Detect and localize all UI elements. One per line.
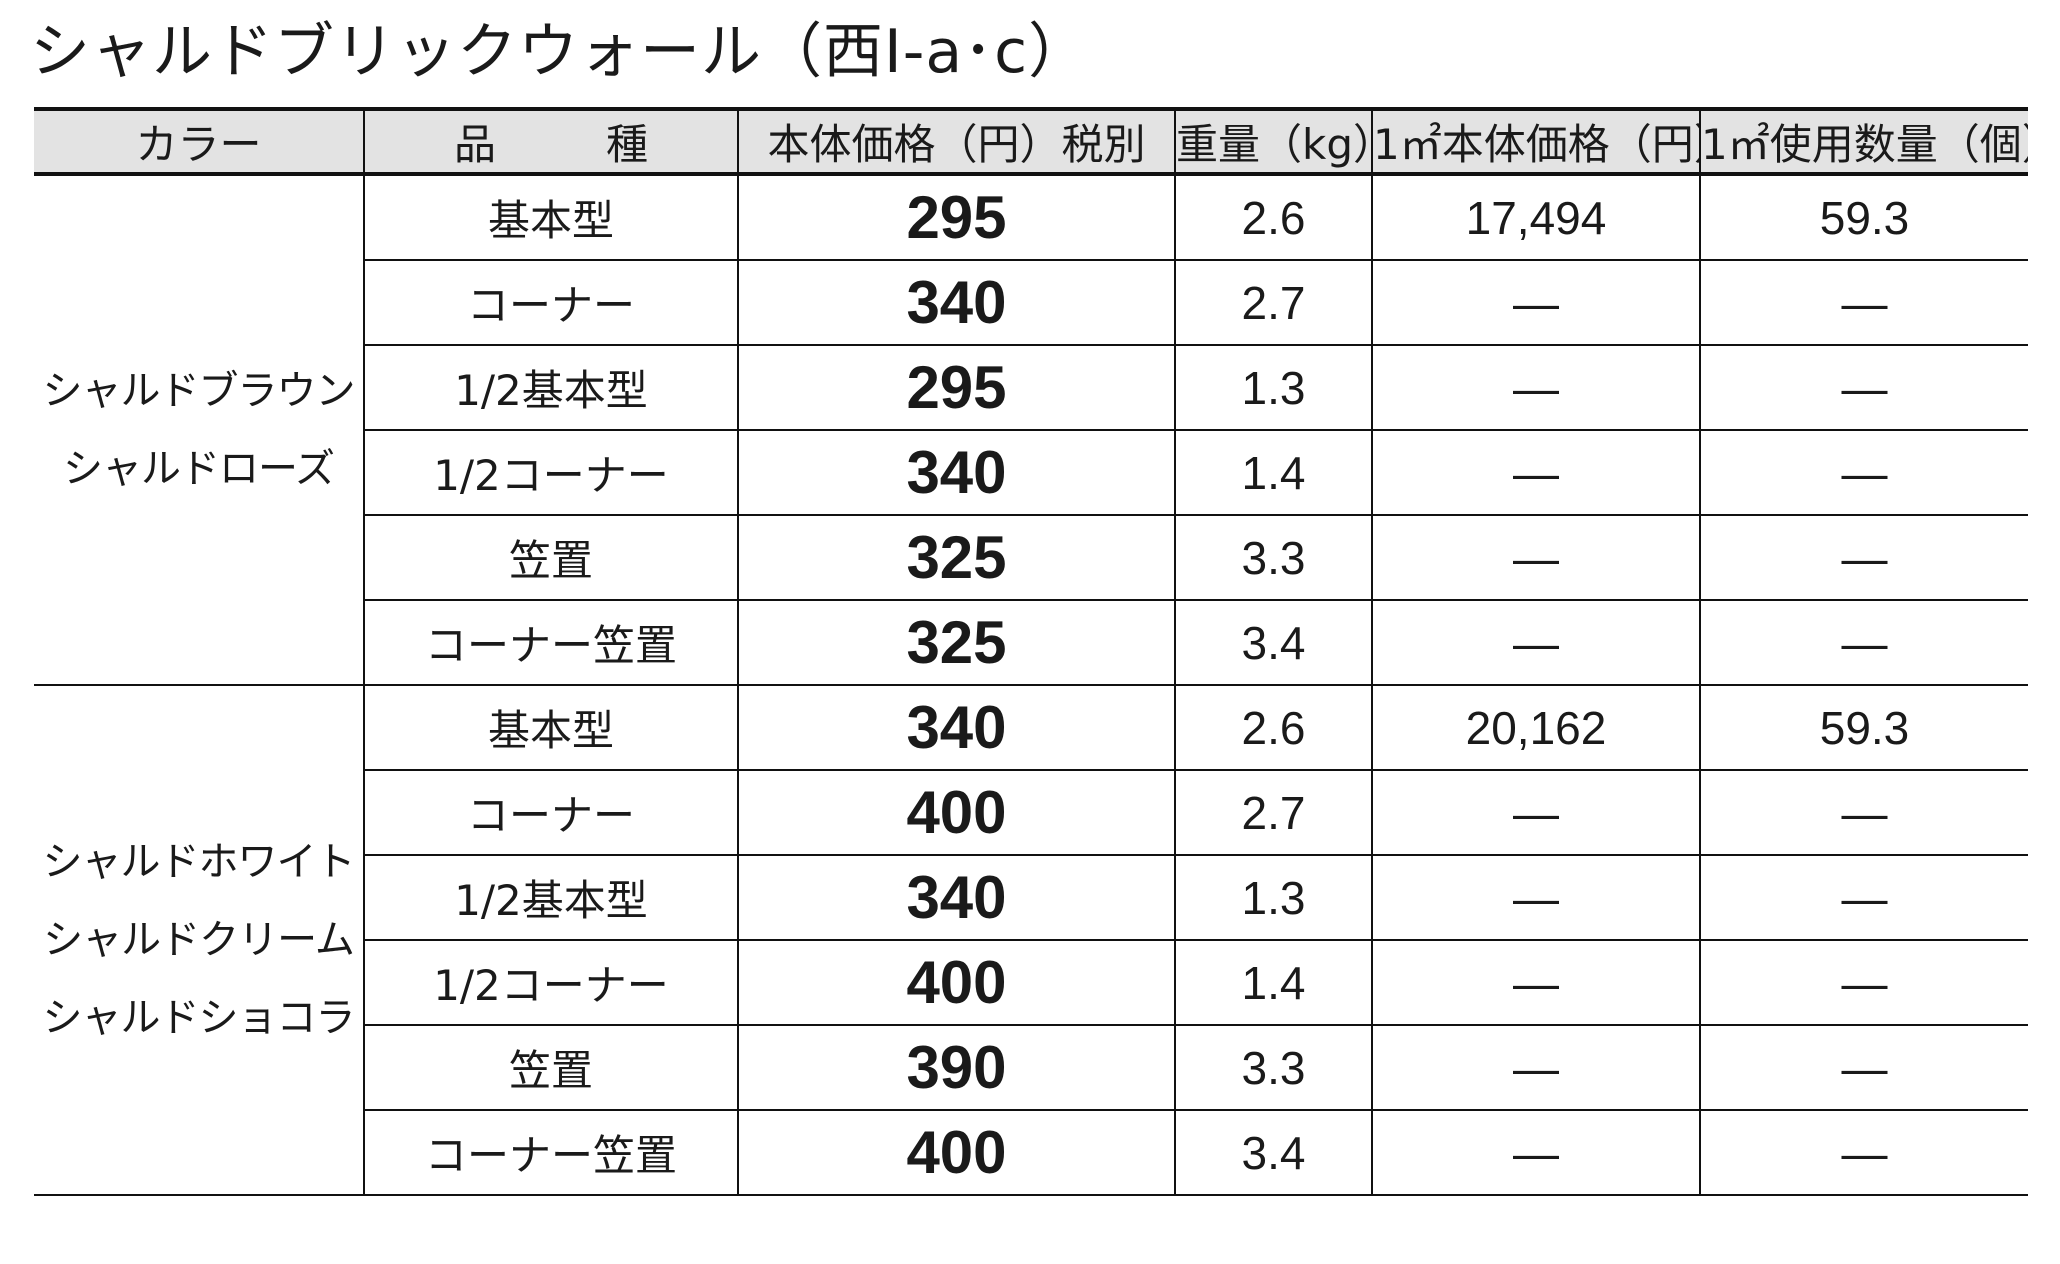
m2-qty-value: — — [1699, 345, 2028, 431]
weight-value: 3.4 — [1174, 1110, 1372, 1196]
m2-price-value: — — [1371, 1110, 1700, 1196]
m2-qty-value: 59.3 — [1699, 685, 2028, 771]
weight-value: 1.4 — [1174, 430, 1372, 516]
product-kind: コーナー — [363, 770, 738, 856]
table-header-row: カラー 品種 本体価格（円）税別 重量（kg） 1㎡本体価格（円） 1㎡使用数量… — [34, 107, 2028, 176]
weight-value: 2.7 — [1174, 770, 1372, 856]
weight-value: 1.3 — [1174, 345, 1372, 431]
table-row: 1/2基本型 340 1.3— — — [34, 855, 2028, 941]
m2-qty-value: — — [1699, 260, 2028, 346]
m2-qty-value: — — [1699, 430, 2028, 516]
unit-price: 295 — [737, 345, 1175, 431]
table-row: コーナー笠置 400 3.4— — — [34, 1110, 2028, 1196]
m2-price-value: — — [1371, 345, 1700, 431]
weight-value: 2.7 — [1174, 260, 1372, 346]
header-m2-price: 1㎡本体価格（円） — [1371, 107, 1700, 176]
weight-value: 3.3 — [1174, 1025, 1372, 1111]
color-name: シャルドブラウン — [42, 368, 356, 414]
product-kind: 1/2コーナー — [363, 430, 738, 516]
header-weight: 重量（kg） — [1174, 107, 1372, 176]
m2-price-value: — — [1371, 430, 1700, 516]
m2-price-value: — — [1371, 940, 1700, 1026]
product-kind: 基本型 — [363, 174, 738, 261]
table-row: 笠置 390 3.3— — — [34, 1025, 2028, 1111]
table-row: コーナー笠置 325 3.4— — — [34, 600, 2028, 686]
m2-price-value: 17,494 — [1371, 174, 1700, 261]
m2-qty-value: — — [1699, 855, 2028, 941]
header-kind-a: 品 — [453, 120, 496, 169]
price-table: カラー 品種 本体価格（円）税別 重量（kg） 1㎡本体価格（円） 1㎡使用数量… — [34, 107, 2028, 1196]
weight-value: 1.3 — [1174, 855, 1372, 941]
header-kind-b: 種 — [606, 120, 649, 169]
table-row: 笠置 325 3.3— — — [34, 515, 2028, 601]
m2-qty-value: — — [1699, 600, 2028, 686]
table-row: コーナー 340 2.7— — — [34, 260, 2028, 346]
header-m2-qty: 1㎡使用数量（個） — [1699, 107, 2028, 176]
unit-price: 295 — [737, 174, 1175, 261]
product-kind: コーナー — [363, 260, 738, 346]
header-color: カラー — [34, 107, 364, 176]
unit-price: 400 — [737, 1110, 1175, 1196]
color-group-cell: シャルドブラウン シャルドローズ — [34, 174, 364, 686]
m2-price-value: — — [1371, 770, 1700, 856]
m2-qty-value: — — [1699, 940, 2028, 1026]
m2-price-value: — — [1371, 1025, 1700, 1111]
unit-price: 340 — [737, 260, 1175, 346]
unit-price: 400 — [737, 940, 1175, 1026]
page-title: シャルドブリックウォール（西Ⅰ-a･c） — [30, 17, 1090, 87]
m2-qty-value: 59.3 — [1699, 174, 2028, 261]
product-kind: 1/2コーナー — [363, 940, 738, 1026]
product-kind: 1/2基本型 — [363, 345, 738, 431]
color-name: シャルドローズ — [63, 446, 335, 492]
table-row: 1/2コーナー 340 1.4— — — [34, 430, 2028, 516]
color-group-cell: シャルドホワイト シャルドクリーム シャルドショコラ — [34, 685, 364, 1196]
unit-price: 325 — [737, 515, 1175, 601]
table-row: コーナー 400 2.7— — — [34, 770, 2028, 856]
unit-price: 340 — [737, 685, 1175, 771]
product-kind: 笠置 — [363, 1025, 738, 1111]
color-name: シャルドショコラ — [42, 995, 356, 1041]
table-row: シャルドブラウン シャルドローズ 基本型 295 2.6 17,494 59.3 — [34, 174, 2028, 686]
header-kind: 品種 — [363, 107, 738, 176]
m2-price-value: 20,162 — [1371, 685, 1700, 771]
product-kind: 笠置 — [363, 515, 738, 601]
unit-price: 400 — [737, 770, 1175, 856]
table-row: シャルドホワイト シャルドクリーム シャルドショコラ 基本型 340 2.6 20,162 5… — [34, 685, 2028, 1196]
m2-price-value: — — [1371, 600, 1700, 686]
m2-qty-value: — — [1699, 1110, 2028, 1196]
unit-price: 340 — [737, 855, 1175, 941]
m2-qty-value: — — [1699, 1025, 2028, 1111]
unit-price: 325 — [737, 600, 1175, 686]
color-name: シャルドホワイト — [42, 839, 356, 885]
table-body: シャルドブラウン シャルドローズ 基本型 295 2.6 17,494 59.3 コーナー 34… — [34, 174, 2028, 1196]
weight-value: 1.4 — [1174, 940, 1372, 1026]
m2-qty-value: — — [1699, 515, 2028, 601]
m2-price-value: — — [1371, 855, 1700, 941]
weight-value: 2.6 — [1174, 174, 1372, 261]
weight-value: 3.4 — [1174, 600, 1372, 686]
m2-price-value: — — [1371, 515, 1700, 601]
m2-price-value: — — [1371, 260, 1700, 346]
color-name: シャルドクリーム — [43, 917, 355, 963]
product-kind: コーナー笠置 — [363, 600, 738, 686]
unit-price: 390 — [737, 1025, 1175, 1111]
table-row: 1/2基本型 295 1.3— — — [34, 345, 2028, 431]
table-row: 1/2コーナー 400 1.4— — — [34, 940, 2028, 1026]
m2-qty-value: — — [1699, 770, 2028, 856]
product-kind: 基本型 — [363, 685, 738, 771]
product-kind: コーナー笠置 — [363, 1110, 738, 1196]
weight-value: 3.3 — [1174, 515, 1372, 601]
header-price: 本体価格（円）税別 — [737, 107, 1175, 176]
weight-value: 2.6 — [1174, 685, 1372, 771]
product-kind: 1/2基本型 — [363, 855, 738, 941]
unit-price: 340 — [737, 430, 1175, 516]
